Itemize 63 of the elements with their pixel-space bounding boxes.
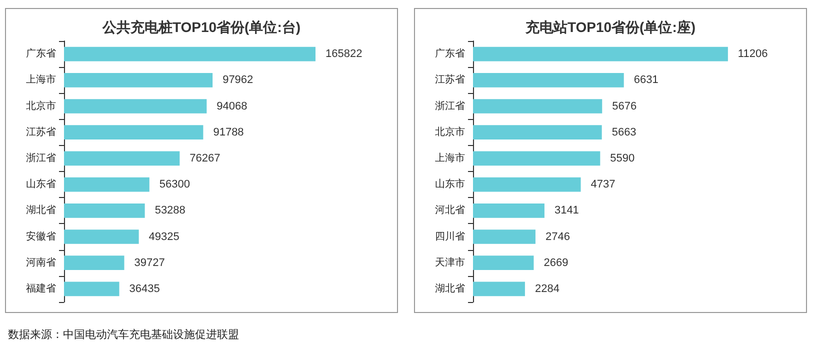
y-tick-label: 江苏省	[435, 74, 465, 86]
data-label: 36435	[129, 282, 160, 295]
bar	[473, 46, 728, 62]
y-tick-label: 浙江省	[26, 152, 56, 164]
data-label: 49325	[148, 230, 180, 243]
y-tick-label: 山东省	[26, 178, 56, 190]
data-label: 94068	[216, 100, 248, 112]
y-tick-label: 河南省	[26, 256, 56, 268]
data-label: 11206	[738, 48, 768, 60]
bar	[64, 256, 124, 270]
bar	[473, 99, 602, 114]
y-tick-label: 湖北省	[435, 282, 465, 294]
bar	[473, 203, 544, 218]
source-note: 数据来源：中国电动汽车充电基础设施促进联盟	[8, 327, 239, 342]
y-tick-label: 湖北省	[26, 204, 56, 216]
bar	[473, 282, 525, 296]
y-tick-label: 上海市	[435, 152, 465, 164]
y-tick-label: 上海市	[26, 74, 56, 86]
bar	[64, 230, 139, 244]
bar	[473, 151, 600, 166]
data-label: 2746	[545, 230, 570, 243]
data-label: 3141	[554, 204, 579, 217]
bar	[64, 46, 316, 62]
y-tick-label: 安徽省	[26, 230, 56, 242]
y-tick-label: 福建省	[26, 282, 56, 294]
y-tick-label: 浙江省	[435, 100, 465, 112]
data-label: 4737	[590, 178, 616, 191]
chart-title: 公共充电桩TOP10省份(单位:台)	[101, 19, 301, 35]
bar	[64, 72, 213, 88]
y-tick-label: 河北省	[435, 204, 465, 216]
bar	[473, 230, 536, 244]
bar	[473, 125, 602, 140]
data-label: 56300	[159, 178, 190, 191]
data-label: 2284	[534, 282, 560, 295]
bar	[473, 256, 534, 270]
y-tick-label: 四川省	[435, 230, 465, 242]
bar	[64, 177, 150, 192]
data-label: 5590	[610, 152, 635, 164]
data-label: 97962	[222, 74, 254, 86]
bar	[64, 125, 204, 140]
y-tick-label: 广东省	[435, 48, 465, 60]
data-label: 6631	[634, 74, 658, 86]
bar	[473, 177, 581, 192]
y-tick-label: 江苏省	[26, 126, 56, 138]
y-tick-label: 天津市	[435, 256, 465, 268]
data-label: 39727	[134, 256, 165, 269]
data-label: 5663	[612, 126, 636, 138]
data-label: 91788	[213, 126, 244, 138]
bar	[473, 72, 624, 88]
bar	[64, 151, 180, 166]
bar	[64, 99, 207, 114]
y-tick-label: 山东市	[435, 178, 465, 190]
y-tick-label: 北京市	[435, 126, 465, 138]
data-label: 165822	[325, 48, 362, 60]
data-label: 2669	[544, 256, 568, 269]
y-tick-label: 广东省	[26, 48, 56, 60]
data-label: 5676	[612, 100, 637, 112]
bar	[64, 282, 120, 296]
bar	[64, 203, 145, 218]
chart-title: 充电站TOP10省份(单位:座)	[524, 19, 696, 35]
y-tick-label: 北京市	[26, 100, 56, 112]
data-label: 53288	[154, 204, 186, 217]
data-label: 76267	[190, 152, 220, 164]
